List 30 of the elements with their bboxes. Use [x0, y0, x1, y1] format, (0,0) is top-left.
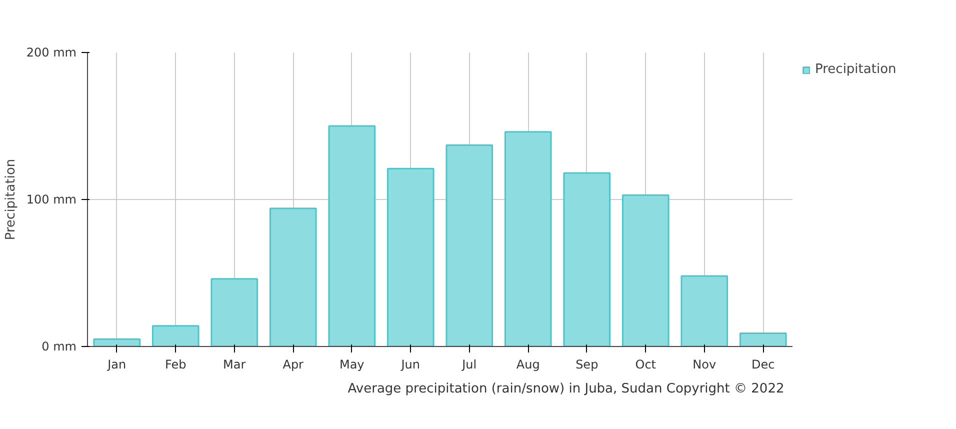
bar	[504, 131, 552, 346]
x-tick-label: May	[339, 358, 364, 372]
bar	[446, 144, 494, 346]
x-tick-label: Sep	[576, 358, 598, 372]
x-tick-label: Feb	[165, 358, 186, 372]
y-tick-label: 0 mm	[42, 340, 76, 354]
bar	[680, 275, 728, 346]
bar	[328, 125, 376, 346]
bar	[739, 332, 787, 346]
bar	[563, 172, 611, 346]
x-tick-label: Jun	[400, 358, 420, 372]
x-tick-label: Apr	[282, 358, 304, 372]
x-tick-label: Oct	[635, 358, 656, 372]
y-axis-title: Precipitation	[3, 158, 18, 240]
x-tick-label: Jan	[106, 358, 126, 372]
text: Average precipitation (rain/snow) in Juba, Sudan Copyright © 2022	[348, 382, 784, 396]
bar	[210, 278, 258, 346]
y-tick-label: 200 mm	[26, 46, 77, 60]
legend-label: Precipitation	[815, 62, 896, 77]
x-tick-label: Dec	[752, 358, 775, 372]
x-tick-label: Mar	[223, 358, 246, 372]
bar	[152, 325, 200, 346]
bar	[93, 338, 141, 346]
y-tick-label: 100 mm	[26, 192, 77, 206]
bar	[269, 208, 317, 346]
x-tick-label: Nov	[692, 358, 716, 372]
x-tick-label: Jul	[461, 358, 477, 372]
bar	[622, 194, 670, 346]
bar	[386, 168, 434, 346]
x-tick-label: Aug	[516, 358, 540, 372]
